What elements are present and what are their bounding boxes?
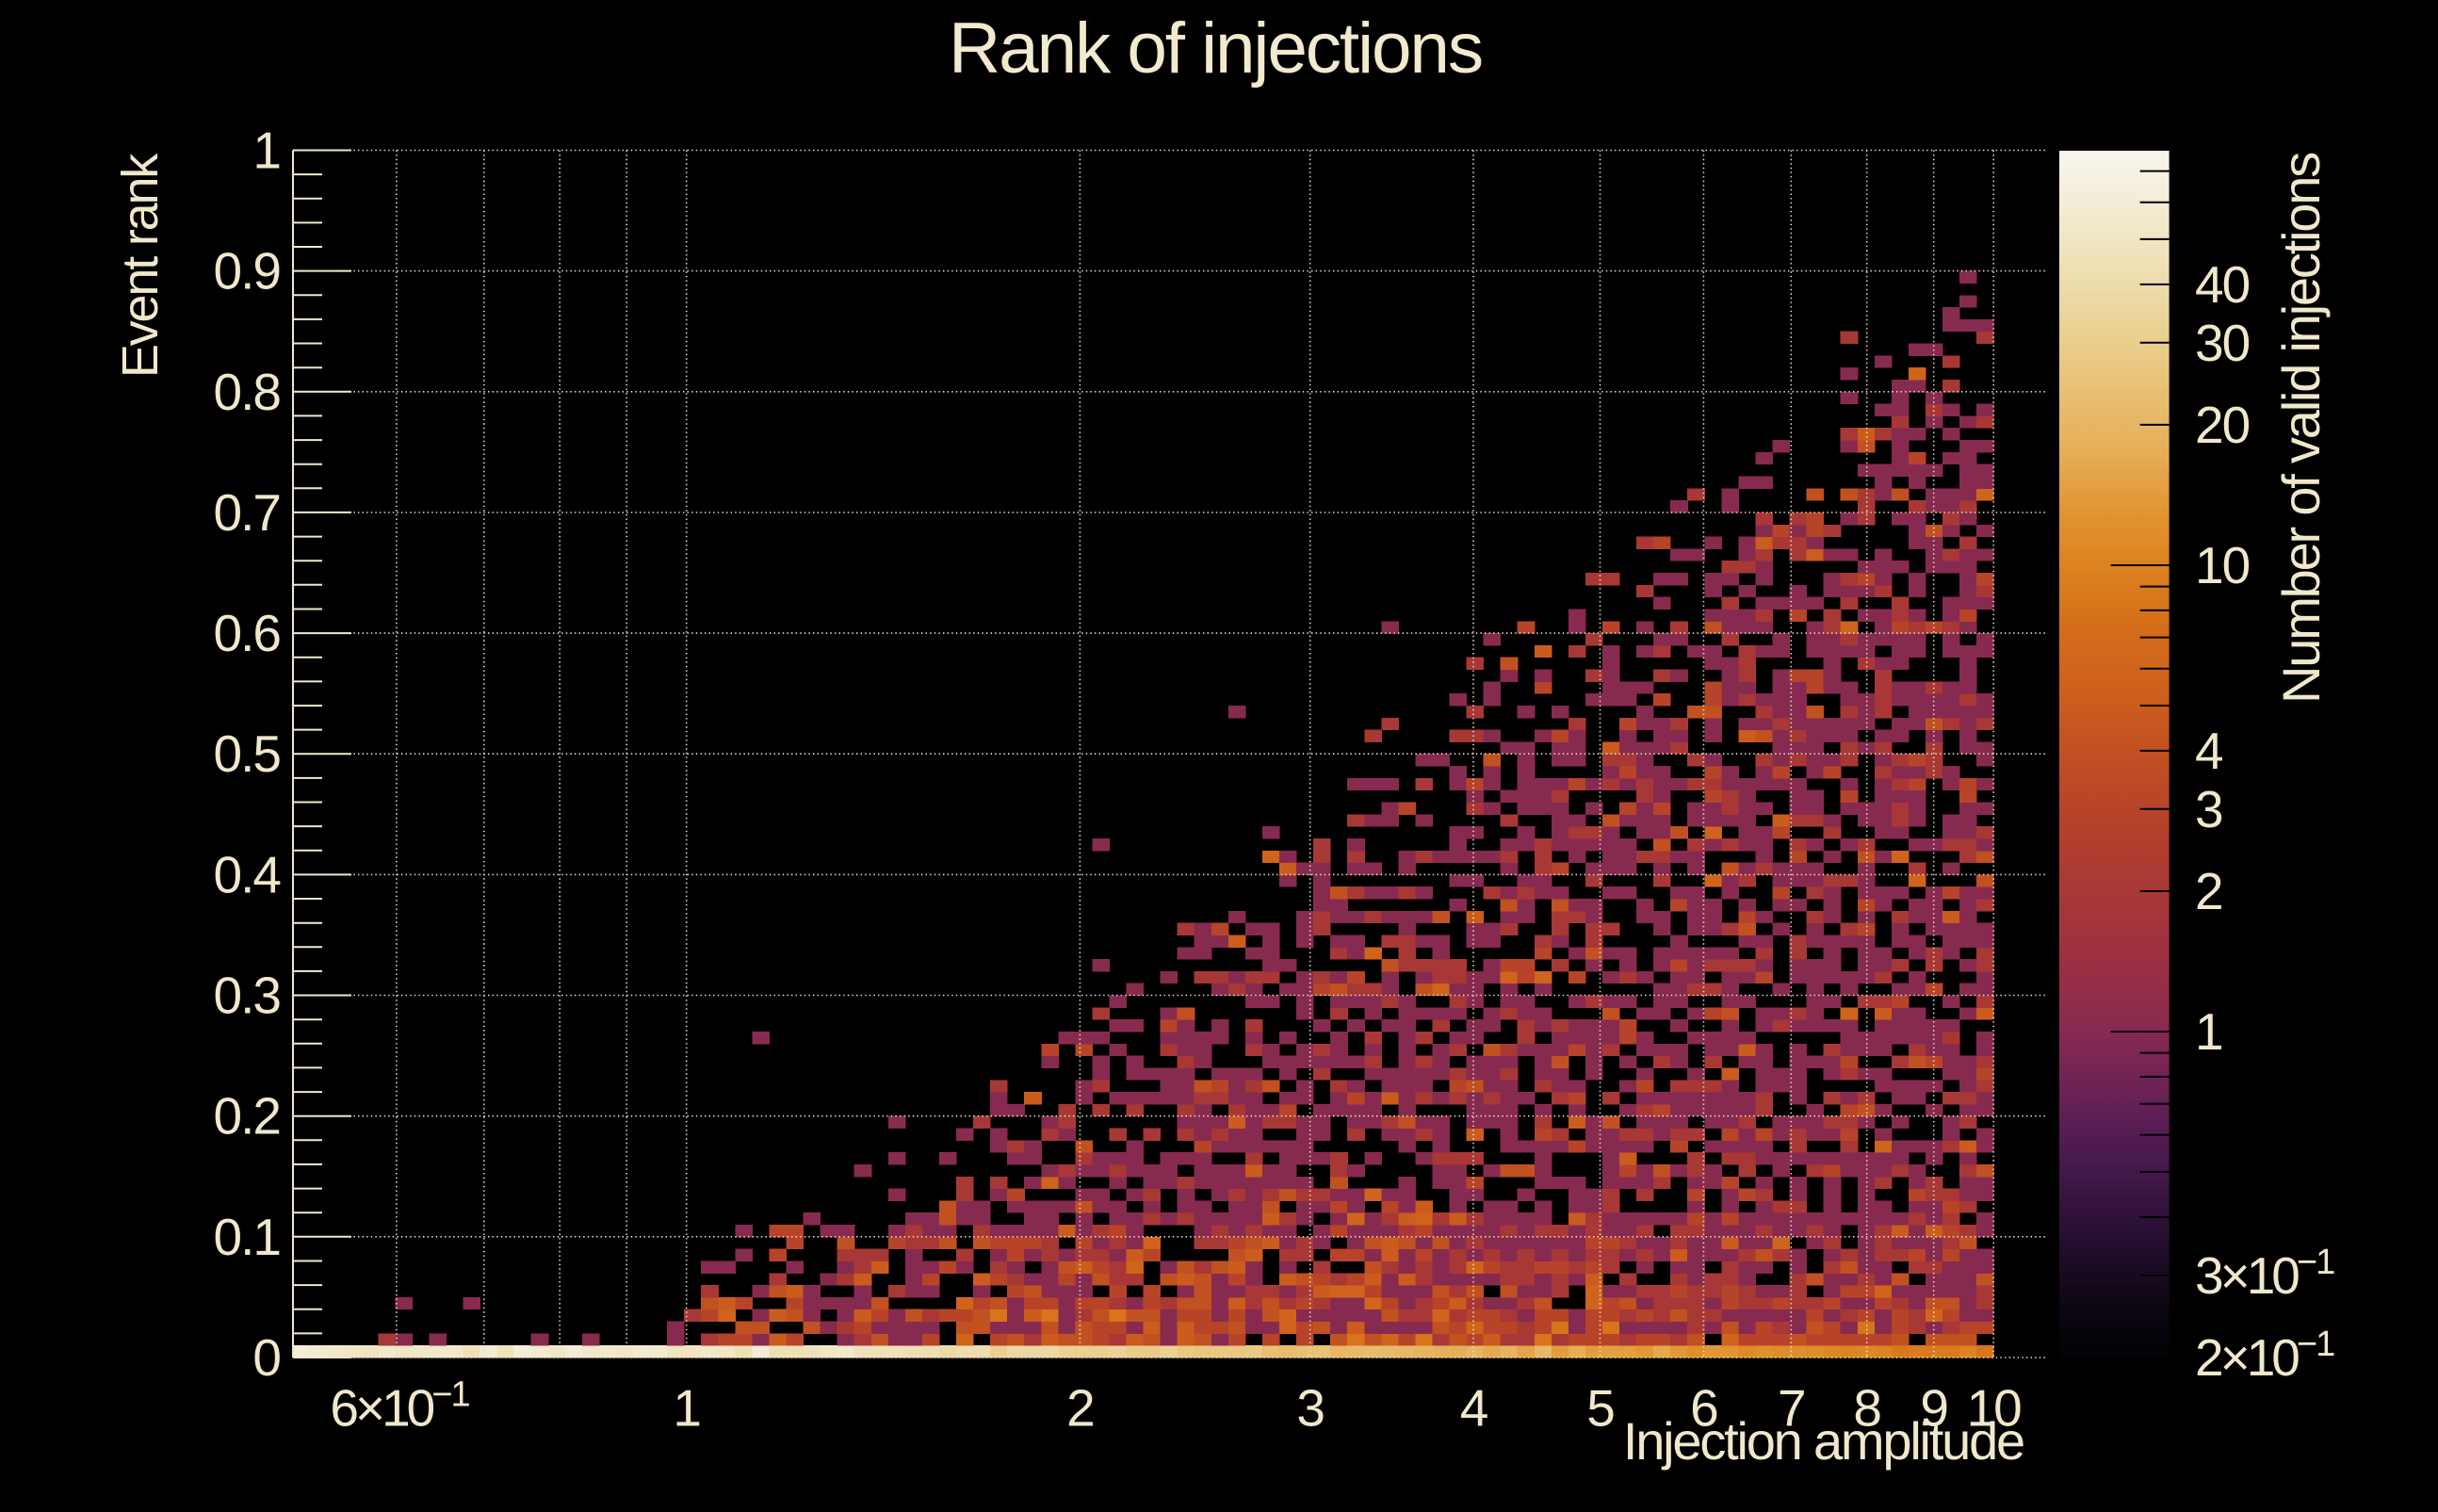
svg-text:0.1: 0.1 <box>214 1208 280 1266</box>
svg-text:5: 5 <box>1586 1379 1614 1438</box>
svg-text:4: 4 <box>1460 1379 1487 1438</box>
svg-text:9: 9 <box>1920 1379 1947 1438</box>
svg-text:3×10−1: 3×10−1 <box>2195 1243 2334 1305</box>
svg-text:40: 40 <box>2195 255 2250 314</box>
svg-text:0.6: 0.6 <box>214 604 281 662</box>
svg-text:2×10−1: 2×10−1 <box>2195 1325 2334 1387</box>
svg-text:2: 2 <box>1066 1379 1094 1438</box>
svg-text:0.3: 0.3 <box>214 967 281 1025</box>
svg-text:30: 30 <box>2195 314 2250 372</box>
svg-text:0.5: 0.5 <box>214 724 281 783</box>
svg-text:Event rank: Event rank <box>112 153 169 378</box>
svg-text:1: 1 <box>252 122 280 180</box>
svg-text:0.7: 0.7 <box>214 483 280 542</box>
svg-text:6: 6 <box>1690 1379 1717 1438</box>
svg-text:10: 10 <box>2195 536 2250 594</box>
svg-text:7: 7 <box>1778 1379 1805 1438</box>
svg-text:Number of valid injections: Number of valid injections <box>2271 154 2331 704</box>
svg-text:3: 3 <box>2195 780 2222 838</box>
svg-text:0: 0 <box>252 1328 280 1387</box>
svg-text:Rank of injections: Rank of injections <box>949 8 1482 89</box>
svg-text:0.8: 0.8 <box>214 363 281 421</box>
svg-text:8: 8 <box>1853 1379 1880 1438</box>
svg-text:10: 10 <box>1967 1379 2022 1438</box>
svg-text:0.9: 0.9 <box>214 242 280 301</box>
svg-text:0.4: 0.4 <box>214 845 281 903</box>
svg-text:3: 3 <box>1296 1379 1324 1438</box>
svg-text:1: 1 <box>673 1379 700 1438</box>
svg-text:4: 4 <box>2195 722 2222 780</box>
svg-text:20: 20 <box>2195 396 2250 454</box>
svg-text:1: 1 <box>2195 1002 2222 1061</box>
svg-text:0.2: 0.2 <box>214 1087 280 1146</box>
svg-text:2: 2 <box>2195 862 2222 920</box>
svg-text:Injection amplitude: Injection amplitude <box>1623 1411 2024 1471</box>
